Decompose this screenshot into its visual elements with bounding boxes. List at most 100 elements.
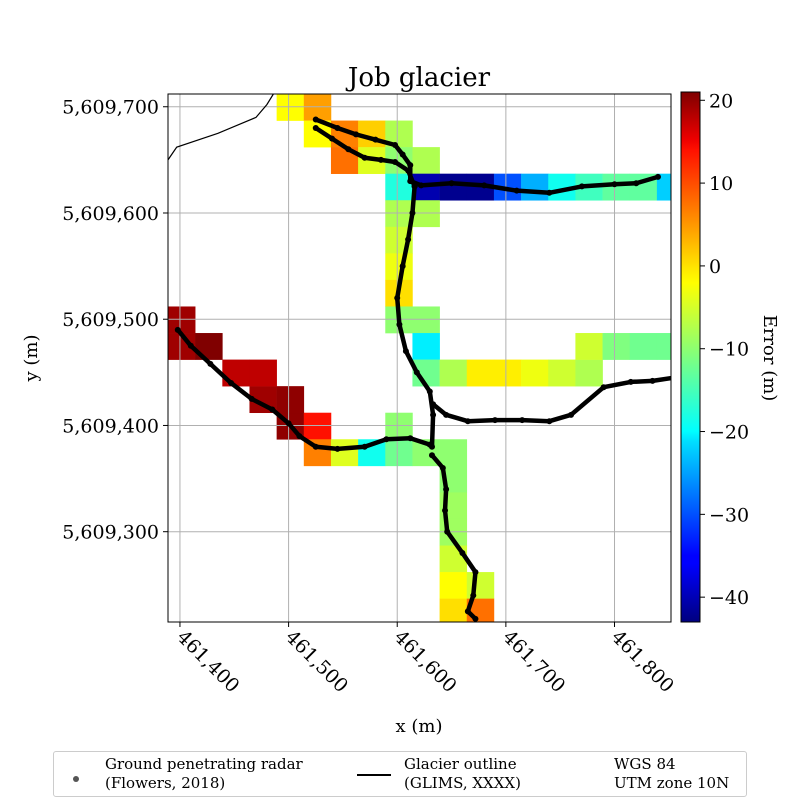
heatmap-cell	[439, 173, 468, 201]
gpr-point	[443, 411, 450, 418]
gpr-point	[519, 417, 526, 424]
gpr-track-line	[429, 452, 478, 622]
heatmap-cell	[412, 200, 440, 228]
gpr-point	[492, 417, 499, 424]
gpr-point	[439, 464, 446, 471]
gpr-point	[578, 183, 585, 190]
y-axis-ticks: 5,609,300 5,609,400 5,609,500 5,609,600 5,60…	[62, 97, 168, 544]
heatmap-cell	[548, 359, 576, 387]
gpr-tracks	[174, 116, 671, 622]
x-axis-label: x (m)	[396, 716, 443, 737]
heatmap-cell	[493, 359, 522, 387]
x-tick-label: 461,400	[172, 626, 243, 697]
colorbar	[680, 91, 701, 623]
gpr-point	[513, 187, 520, 194]
gpr-point	[383, 436, 390, 443]
heatmap-cell	[303, 412, 332, 440]
colorbar-tick-label: −20	[709, 422, 749, 444]
gpr-point	[399, 151, 406, 158]
gpr-point	[600, 384, 607, 391]
legend-gpr-label: Ground penetrating radar (Flowers, 2018)	[105, 755, 303, 792]
colorbar-ticks: 20 10 0 −10 −20 −30 −40	[700, 90, 749, 609]
gpr-point	[443, 486, 450, 493]
gpr-point	[361, 154, 368, 161]
gpr-point	[428, 452, 435, 459]
heatmap-cell	[521, 173, 549, 201]
heatmap-cell	[521, 359, 549, 387]
gpr-point	[407, 162, 414, 169]
gpr-point	[372, 136, 379, 143]
x-axis-ticks: 461,400 461,500 461,600 461,700 461,800	[172, 622, 678, 697]
gpr-point	[470, 592, 477, 599]
gpr-point	[296, 433, 303, 440]
outline-line-icon	[357, 774, 391, 776]
gpr-track-line	[175, 327, 433, 452]
heatmap-cell	[466, 359, 495, 387]
x-tick-label: 461,500	[281, 626, 352, 697]
gpr-point	[426, 441, 433, 448]
y-tick-label: 5,609,500	[62, 309, 159, 331]
gpr-point	[649, 377, 656, 384]
gpr-point	[633, 180, 640, 187]
colorbar-tick-label: −30	[709, 504, 749, 526]
gpr-point	[345, 146, 352, 153]
chart-figure: 461,400 461,500 461,600 461,700 461,800 5,60…	[21, 63, 780, 737]
gpr-point	[481, 182, 488, 189]
heatmap-cell	[602, 173, 631, 201]
heatmap-cell	[439, 545, 468, 573]
colorbar-tick-label: −10	[709, 339, 749, 361]
chart-title: Job glacier	[345, 63, 491, 93]
gpr-point	[426, 388, 433, 395]
heatmap-cell	[439, 439, 468, 467]
colorbar-tick-label: −40	[709, 587, 749, 609]
gpr-point	[405, 236, 412, 243]
gpr-point	[464, 608, 471, 615]
gpr-point	[568, 411, 575, 418]
x-tick-label: 461,700	[498, 626, 569, 697]
heatmap-cell	[439, 359, 468, 387]
gpr-point	[611, 181, 618, 188]
gpr-point	[430, 401, 437, 408]
y-tick-label: 5,609,300	[62, 522, 159, 544]
heatmap-cell	[330, 439, 359, 467]
x-tick-label: 461,600	[390, 626, 461, 697]
gpr-point	[459, 549, 466, 556]
heatmap-cell	[168, 306, 196, 334]
heatmap-cell	[412, 333, 440, 360]
y-tick-label: 5,609,400	[62, 415, 159, 437]
heatmap-cell	[385, 439, 413, 467]
gpr-point	[187, 342, 194, 349]
gpr-point	[285, 420, 292, 427]
plot-frame	[167, 93, 672, 623]
heatmap-cell	[439, 598, 468, 622]
gpr-point	[409, 209, 416, 216]
gpr-point	[392, 141, 399, 148]
gpr-point	[405, 167, 412, 174]
gpr-point	[627, 378, 634, 385]
y-tick-label: 5,609,600	[62, 203, 159, 225]
gpr-point	[546, 418, 553, 425]
heatmap-cell	[629, 333, 658, 360]
y-axis-label: y (m)	[21, 334, 42, 382]
gpr-point	[312, 116, 319, 123]
error-heatmap	[168, 94, 671, 622]
heatmap-cell	[276, 94, 305, 121]
gpr-point	[413, 369, 420, 376]
colorbar-label: Error (m)	[759, 315, 780, 402]
gpr-point	[654, 173, 661, 180]
gpr-point	[444, 528, 451, 535]
gpr-point	[396, 321, 403, 328]
colorbar-tick-label: 10	[709, 173, 733, 195]
heatmap-cell	[385, 200, 413, 228]
gpr-point	[334, 445, 341, 452]
heatmap-cell	[575, 333, 603, 360]
colorbar-tick-label: 20	[709, 90, 733, 112]
gpr-point	[448, 180, 455, 187]
gpr-point	[464, 418, 471, 425]
colorbar-tick-label: 0	[709, 256, 721, 278]
gpr-point	[546, 189, 553, 196]
legend-outline-label: Glacier outline (GLIMS, XXXX)	[404, 755, 521, 792]
gpr-point	[228, 379, 235, 386]
gpr-point	[248, 395, 255, 402]
legend-crs-label: WGS 84 UTM zone 10N	[614, 755, 730, 792]
